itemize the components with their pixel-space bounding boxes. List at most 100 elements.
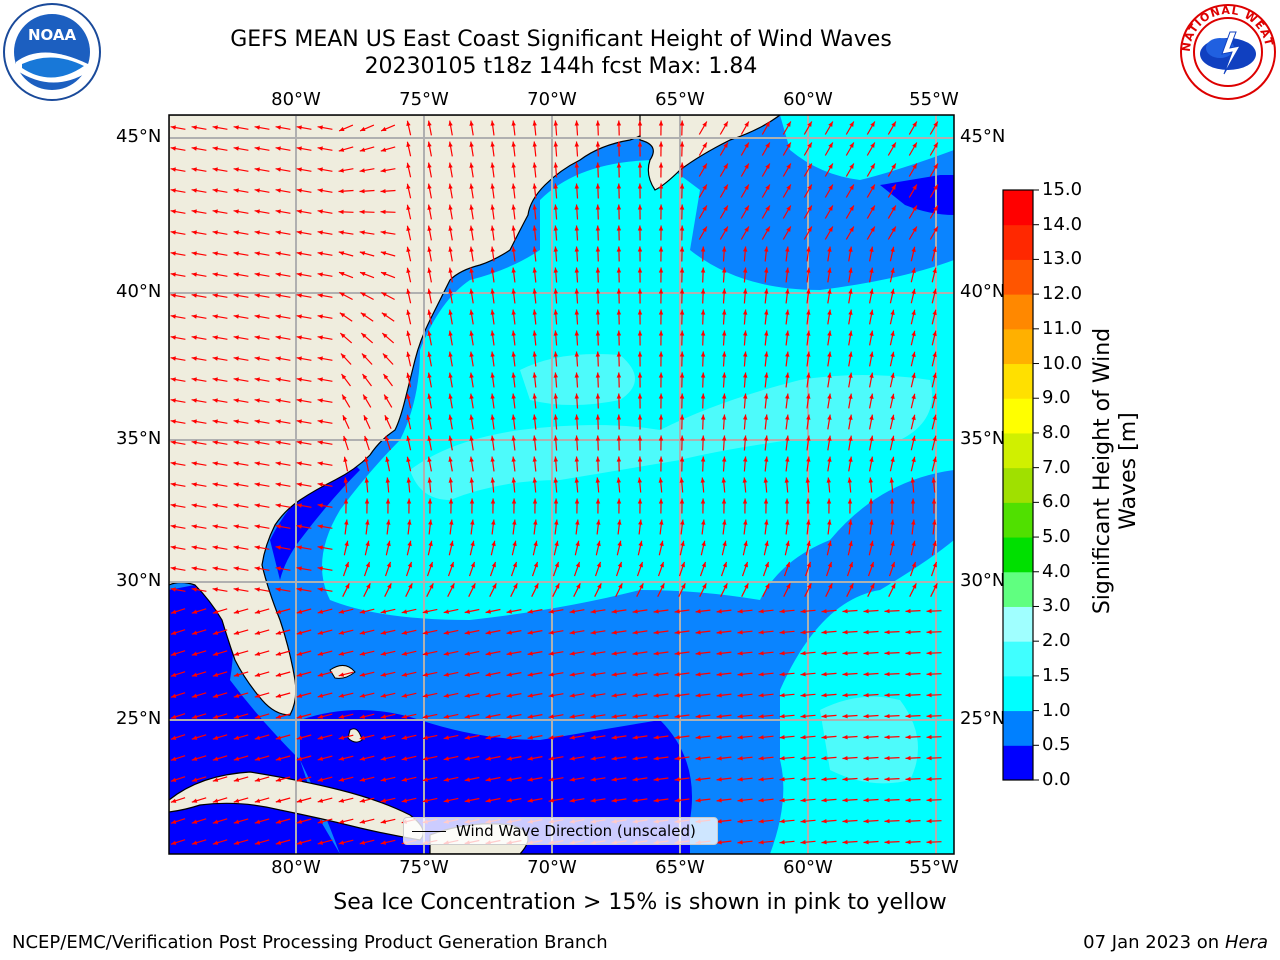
wave-arrow-head [359,147,366,152]
wave-arrow-head [637,456,643,462]
wave-arrow-head [848,246,853,252]
wave-arrow-head [511,330,516,336]
wave-arrow-head [905,797,911,803]
wave-arrow-head [170,461,176,466]
wave-arrow-head [722,330,727,336]
wave-arrow-head [338,168,344,173]
wave-arrow-head [616,204,622,210]
wave-arrow-head [254,188,260,193]
wave-arrow-head [890,330,895,336]
wave-arrow-head [317,503,323,508]
wave-arrow-head [737,819,743,824]
wave-arrow-head [532,435,537,441]
wave-arrow-head [471,583,476,589]
wave-arrow-head [470,561,475,568]
wave-arrow-head [842,651,848,656]
wave-arrow-head [569,714,575,719]
wave-arrow-head [884,840,890,845]
wave-arrow-head [658,477,663,483]
wave-arrow-head [344,561,349,568]
wave-arrow-head [361,353,367,359]
wave-arrow-head [254,230,260,235]
colorbar-tick-label: 3.0 [1042,595,1071,617]
wave-arrow-head [890,414,895,420]
wave-arrow-head [764,456,769,462]
wave-arrow-head [527,735,533,740]
wave-arrow-head [317,524,323,529]
wave-arrow-head [448,204,453,210]
wave-arrow-head [595,309,601,315]
wave-arrow-head [827,330,832,336]
wave-arrow-head [464,609,470,614]
wave-arrow-head [931,498,937,504]
wave-arrow-head [380,798,387,803]
wave-arrow-head [469,414,474,420]
wave-arrow-head [680,519,685,525]
wave-arrow-head [842,798,848,803]
wave-arrow-head [806,246,811,252]
wave-arrow-head [469,246,474,252]
wave-arrow-head [490,456,495,462]
wave-arrow-head [469,372,474,378]
wave-arrow-head [296,609,303,614]
wave-arrow-head [700,288,706,294]
wave-arrow-head [469,267,474,273]
wave-arrow-head [233,356,239,361]
wave-arrow-head [805,498,811,504]
wave-arrow-head [338,777,345,782]
wave-arrow-head [722,561,727,568]
wave-arrow-head [616,372,622,378]
wave-arrow-head [743,309,748,315]
wave-arrow-head [702,163,707,169]
wave-arrow-head [911,540,916,547]
wave-arrow-head [170,398,176,403]
wave-arrow-head [723,184,728,190]
wave-arrow-head [317,840,324,845]
wave-arrow-head [926,776,932,782]
wave-arrow-head [869,393,874,399]
wave-arrow-head [553,267,558,273]
wave-arrow-head [658,141,664,147]
wave-arrow-head [191,566,197,571]
wave-arrow-head [464,798,470,803]
wave-arrow-head [722,267,727,273]
wave-arrow-head [233,209,239,214]
lon-label-bottom: 80°W [271,857,321,878]
wave-arrow-head [695,693,701,698]
wave-arrow-head [275,609,282,614]
wave-arrow-head [723,163,728,169]
wave-arrow-head [401,651,408,656]
wave-arrow-head [340,353,346,359]
wave-arrow-head [800,819,806,824]
wave-arrow-head [590,693,596,698]
wave-arrow-head [275,272,281,277]
wave-arrow-head [233,377,239,382]
wave-arrow-head [785,309,790,315]
wave-arrow-head [821,735,827,740]
wave-arrow-head [254,419,260,424]
wave-arrow-head [191,756,198,761]
wave-arrow-head [490,498,496,504]
wave-arrow-head [448,225,453,231]
wave-arrow-head [506,609,512,614]
wave-arrow-head [448,498,454,504]
wave-arrow-head [827,288,832,294]
wave-arrow-head [806,288,811,294]
wave-arrow-head [842,777,848,782]
wave-arrow-head [785,372,790,378]
wave-arrow-head [317,146,323,151]
wave-arrow-head [569,693,575,698]
sea-ice-note: Sea Ice Concentration > 15% is shown in … [0,890,1280,915]
wave-arrow-head [443,735,449,740]
wave-arrow-head [422,672,428,677]
wave-arrow-head [842,840,848,845]
wave-arrow-head [932,561,937,568]
wave-arrow-head [722,309,727,315]
wave-arrow-head [485,693,491,698]
wave-arrow-head [722,351,727,357]
wave-arrow-head [890,456,895,462]
wave-arrow-head [469,309,474,315]
wind-wave-arrows [170,120,942,845]
wave-arrow-head [784,477,789,483]
wave-arrow-head [658,456,664,462]
